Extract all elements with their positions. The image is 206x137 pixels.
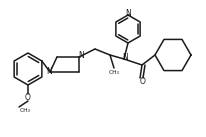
Text: CH₃: CH₃ [19,109,30,113]
Text: N: N [124,8,130,18]
Text: N: N [78,52,83,61]
Text: O: O [139,78,145,86]
Text: N: N [46,68,52,76]
Text: CH₃: CH₃ [108,69,119,75]
Text: O: O [25,93,31,102]
Text: N: N [122,52,127,62]
